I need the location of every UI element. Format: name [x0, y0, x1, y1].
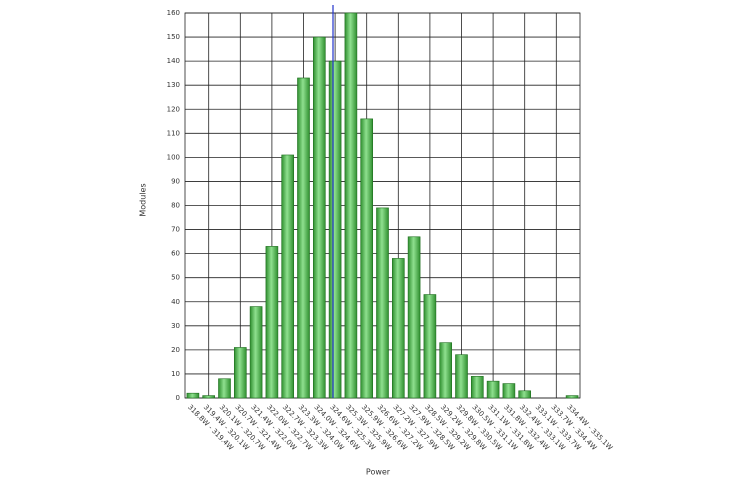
y-tick-label: 70	[171, 226, 180, 234]
bar	[455, 354, 468, 399]
bar	[486, 380, 500, 399]
bar	[249, 306, 263, 399]
bar	[439, 342, 453, 399]
bar	[565, 395, 579, 399]
y-tick-label: 60	[171, 250, 180, 258]
y-tick-label: 50	[171, 274, 180, 282]
bar	[502, 383, 516, 399]
bar	[376, 207, 389, 399]
bar	[202, 395, 216, 399]
bar	[265, 246, 279, 399]
y-tick-label: 90	[171, 177, 180, 185]
y-tick-label: 160	[167, 9, 180, 17]
y-tick-label: 40	[171, 298, 180, 306]
y-tick-label: 10	[171, 370, 180, 378]
y-tick-label: 80	[171, 202, 180, 210]
bar	[312, 36, 326, 399]
bar	[391, 258, 405, 399]
bar	[328, 60, 342, 399]
x-axis-title: Power	[366, 468, 391, 477]
bar	[344, 12, 358, 399]
bar	[360, 118, 374, 399]
y-tick-label: 150	[167, 33, 180, 41]
bar	[407, 236, 421, 399]
y-tick-label: 110	[167, 129, 180, 137]
y-tick-label: 100	[167, 153, 180, 161]
y-tick-label: 130	[167, 81, 180, 89]
bar	[470, 376, 484, 399]
bar	[233, 347, 247, 399]
bar	[423, 294, 437, 399]
y-tick-label: 0	[176, 394, 180, 402]
y-tick-label: 30	[171, 322, 180, 330]
bar	[518, 390, 532, 399]
bar	[218, 378, 231, 399]
bar	[186, 392, 200, 399]
bar	[297, 77, 310, 399]
y-tick-label: 120	[167, 105, 180, 113]
y-tick-label: 20	[171, 346, 180, 354]
y-axis-title: Modules	[139, 183, 148, 216]
bar	[281, 154, 295, 399]
y-tick-label: 140	[167, 57, 180, 65]
